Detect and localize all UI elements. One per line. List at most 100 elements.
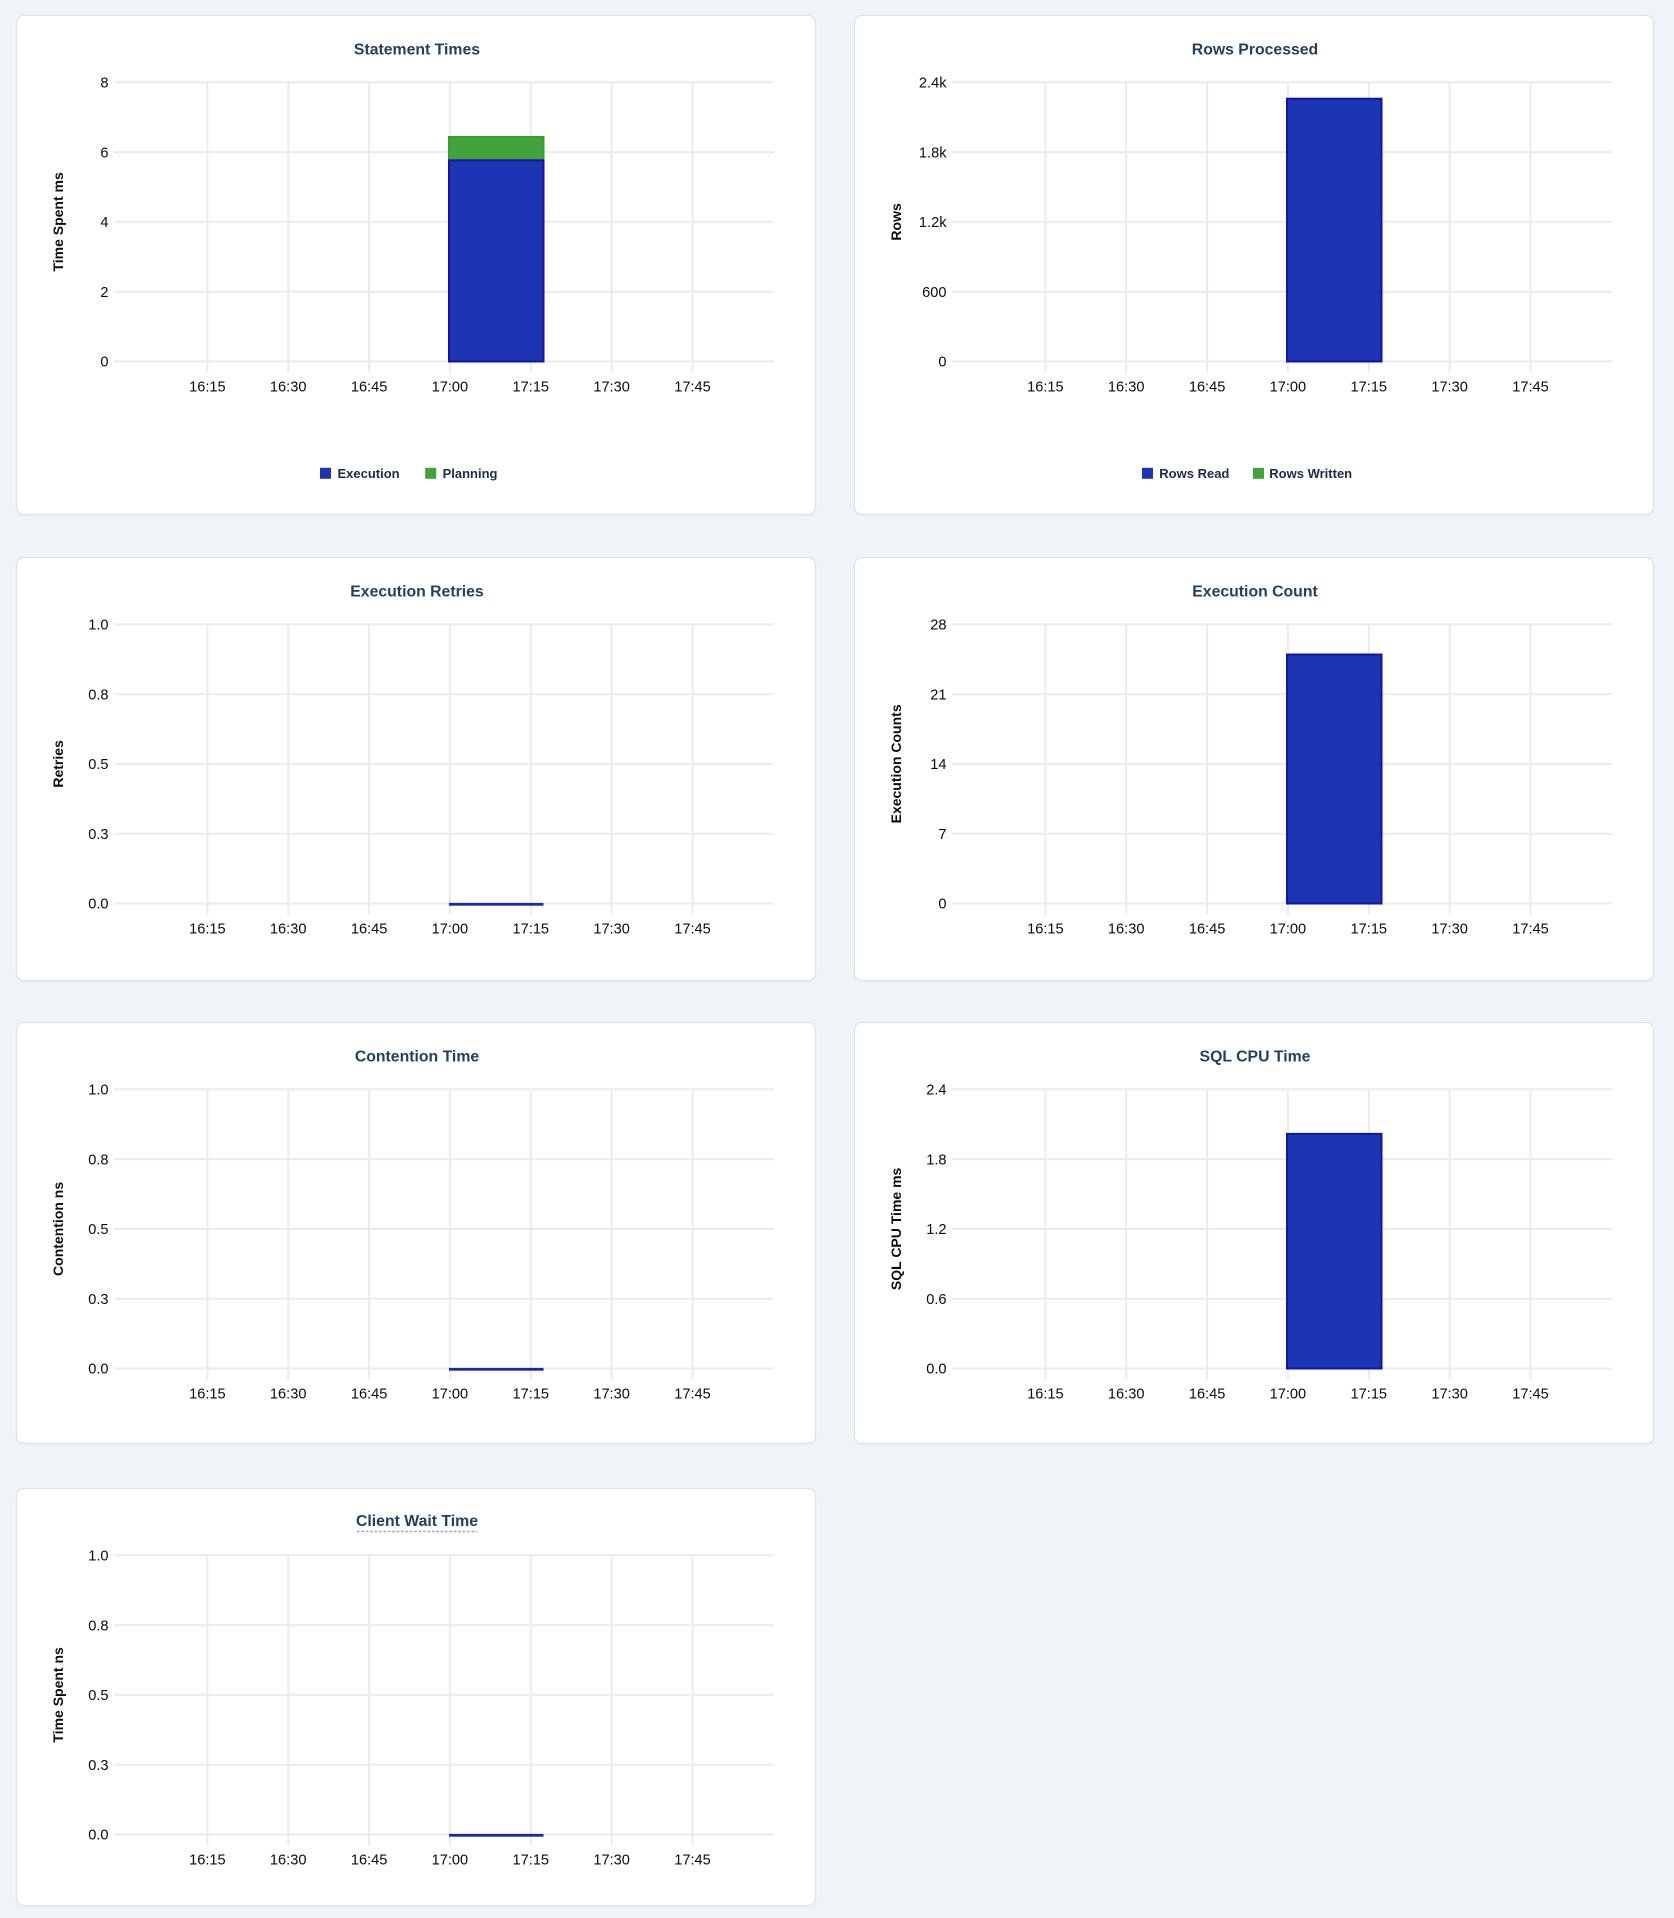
svg-text:0.3: 0.3 <box>88 1758 108 1774</box>
svg-text:1.2k: 1.2k <box>919 215 947 231</box>
svg-text:0: 0 <box>938 355 946 371</box>
svg-text:17:45: 17:45 <box>674 1386 711 1402</box>
svg-text:17:45: 17:45 <box>1512 921 1549 937</box>
svg-text:Execution: Execution <box>338 466 400 481</box>
svg-text:17:15: 17:15 <box>1351 921 1388 937</box>
svg-text:16:30: 16:30 <box>1108 379 1145 395</box>
svg-text:Execution Count: Execution Count <box>1192 584 1318 601</box>
svg-text:17:15: 17:15 <box>513 921 550 937</box>
svg-text:14: 14 <box>930 757 946 773</box>
svg-text:Execution Retries: Execution Retries <box>350 584 484 601</box>
svg-text:0.0: 0.0 <box>88 1362 108 1378</box>
svg-text:17:30: 17:30 <box>593 379 630 395</box>
svg-text:17:45: 17:45 <box>1512 379 1549 395</box>
svg-text:0.8: 0.8 <box>88 687 108 703</box>
svg-text:16:15: 16:15 <box>189 921 226 937</box>
svg-text:1.0: 1.0 <box>88 618 108 634</box>
svg-text:17:15: 17:15 <box>1351 1386 1388 1402</box>
svg-text:0.8: 0.8 <box>88 1618 108 1634</box>
svg-text:28: 28 <box>930 618 946 634</box>
svg-text:1.2: 1.2 <box>926 1222 946 1238</box>
svg-text:16:15: 16:15 <box>1027 1386 1064 1402</box>
svg-text:Time Spent ns: Time Spent ns <box>50 1647 66 1743</box>
svg-text:1.8: 1.8 <box>926 1152 946 1168</box>
svg-text:Statement Times: Statement Times <box>354 42 480 59</box>
svg-text:17:00: 17:00 <box>1270 921 1307 937</box>
svg-text:17:45: 17:45 <box>1512 1386 1549 1402</box>
svg-text:17:45: 17:45 <box>674 379 711 395</box>
svg-text:Rows Read: Rows Read <box>1159 466 1229 481</box>
svg-text:21: 21 <box>930 687 946 703</box>
svg-text:7: 7 <box>938 827 946 843</box>
svg-text:0.6: 0.6 <box>926 1292 946 1308</box>
svg-text:0: 0 <box>938 897 946 913</box>
svg-text:16:45: 16:45 <box>1189 921 1226 937</box>
svg-text:16:30: 16:30 <box>270 921 307 937</box>
svg-text:0: 0 <box>100 355 108 371</box>
svg-text:0.0: 0.0 <box>926 1362 946 1378</box>
svg-text:16:30: 16:30 <box>270 1386 307 1402</box>
svg-text:17:00: 17:00 <box>432 921 469 937</box>
svg-text:16:45: 16:45 <box>1189 1386 1226 1402</box>
svg-text:16:15: 16:15 <box>1027 379 1064 395</box>
svg-text:17:15: 17:15 <box>513 1852 550 1868</box>
svg-text:SQL CPU Time: SQL CPU Time <box>1200 1049 1311 1066</box>
svg-text:16:30: 16:30 <box>270 1852 307 1868</box>
svg-text:1.0: 1.0 <box>88 1549 108 1565</box>
svg-text:0.3: 0.3 <box>88 827 108 843</box>
svg-text:17:15: 17:15 <box>513 379 550 395</box>
svg-text:17:00: 17:00 <box>432 379 469 395</box>
svg-text:16:45: 16:45 <box>1189 379 1226 395</box>
svg-text:Rows Written: Rows Written <box>1269 466 1352 481</box>
svg-text:16:15: 16:15 <box>189 1386 226 1402</box>
svg-text:17:30: 17:30 <box>593 1386 630 1402</box>
svg-text:0.5: 0.5 <box>88 757 108 773</box>
svg-text:17:30: 17:30 <box>593 1852 630 1868</box>
svg-text:16:45: 16:45 <box>351 1386 388 1402</box>
svg-text:6: 6 <box>100 145 108 161</box>
svg-text:17:00: 17:00 <box>432 1852 469 1868</box>
svg-text:4: 4 <box>100 215 108 231</box>
svg-text:17:00: 17:00 <box>432 1386 469 1402</box>
svg-text:1.8k: 1.8k <box>919 145 947 161</box>
svg-text:1.0: 1.0 <box>88 1083 108 1099</box>
svg-text:0.5: 0.5 <box>88 1222 108 1238</box>
svg-text:0.8: 0.8 <box>88 1152 108 1168</box>
svg-text:17:15: 17:15 <box>1351 379 1388 395</box>
svg-text:16:15: 16:15 <box>189 379 226 395</box>
svg-text:SQL CPU Time ms: SQL CPU Time ms <box>888 1167 904 1290</box>
svg-text:Contention ns: Contention ns <box>50 1182 66 1276</box>
svg-text:2: 2 <box>100 285 108 301</box>
svg-text:17:30: 17:30 <box>593 921 630 937</box>
svg-text:Rows: Rows <box>888 203 904 241</box>
svg-text:16:45: 16:45 <box>351 379 388 395</box>
svg-text:17:00: 17:00 <box>1270 379 1307 395</box>
svg-text:16:30: 16:30 <box>270 379 307 395</box>
svg-text:Retries: Retries <box>50 740 66 788</box>
svg-text:2.4: 2.4 <box>926 1083 946 1099</box>
svg-text:Contention Time: Contention Time <box>355 1049 480 1066</box>
svg-text:16:30: 16:30 <box>1108 921 1145 937</box>
svg-text:0.5: 0.5 <box>88 1688 108 1704</box>
svg-text:Rows Processed: Rows Processed <box>1192 42 1318 59</box>
svg-text:600: 600 <box>922 285 946 301</box>
svg-text:16:15: 16:15 <box>189 1852 226 1868</box>
svg-text:17:30: 17:30 <box>1431 1386 1468 1402</box>
svg-text:17:15: 17:15 <box>513 1386 550 1402</box>
svg-text:17:30: 17:30 <box>1431 921 1468 937</box>
svg-text:17:30: 17:30 <box>1431 379 1468 395</box>
svg-text:Planning: Planning <box>443 466 498 481</box>
svg-text:17:00: 17:00 <box>1270 1386 1307 1402</box>
svg-text:0.3: 0.3 <box>88 1292 108 1308</box>
svg-text:Time Spent ms: Time Spent ms <box>50 172 66 272</box>
svg-text:8: 8 <box>100 76 108 92</box>
svg-text:0.0: 0.0 <box>88 897 108 913</box>
svg-text:Execution Counts: Execution Counts <box>888 704 904 823</box>
svg-text:17:45: 17:45 <box>674 1852 711 1868</box>
svg-text:16:45: 16:45 <box>351 921 388 937</box>
svg-text:Client Wait Time: Client Wait Time <box>356 1513 478 1530</box>
svg-text:16:30: 16:30 <box>1108 1386 1145 1402</box>
svg-text:16:45: 16:45 <box>351 1852 388 1868</box>
svg-text:16:15: 16:15 <box>1027 921 1064 937</box>
svg-text:0.0: 0.0 <box>88 1828 108 1844</box>
